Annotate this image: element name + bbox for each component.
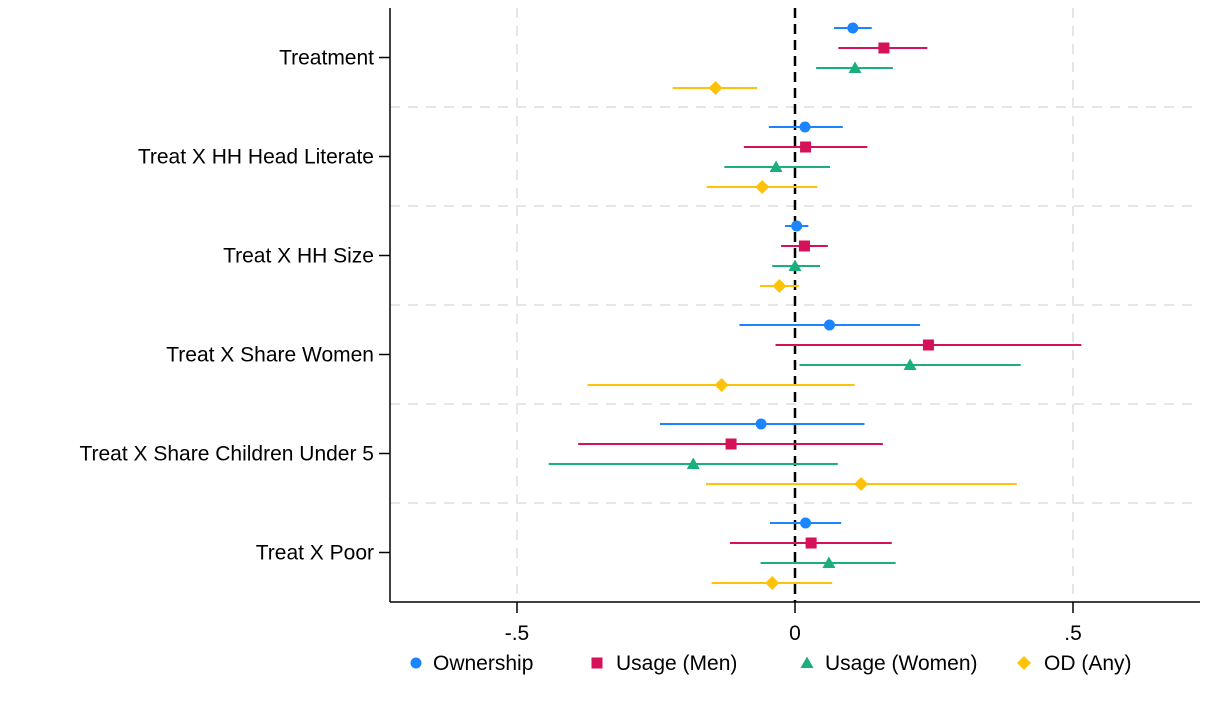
point-estimate-triangle [822,556,836,568]
legend-item: Ownership [410,652,533,675]
x-tick-label: .5 [1064,622,1082,645]
point-estimate-square [805,537,817,549]
y-tick-label: Treat X Share Children Under 5 [79,443,374,466]
point-estimate-square [725,438,737,450]
legend-label: OD (Any) [1044,652,1132,675]
legend-marker-circle [410,657,422,669]
x-tick-label: 0 [789,622,801,645]
point-estimate-circle [755,418,767,430]
point-estimate-diamond [755,180,770,194]
x-tick-label: -.5 [505,622,530,645]
point-estimate-triangle [903,358,917,370]
legend-marker-diamond [1017,656,1031,670]
point-estimate-diamond [714,378,729,392]
series-usage-women [548,61,1021,568]
point-estimate-square [878,42,890,54]
point-estimate-circle [791,220,803,232]
point-estimate-circle [800,517,812,529]
point-estimate-circle [847,22,859,34]
series-od-any [587,81,1017,590]
point-estimate-square [800,141,812,153]
legend-marker-triangle [800,656,814,668]
coefficient-marks [548,22,1082,590]
y-tick-label: Treat X HH Size [223,245,374,268]
legend-item: OD (Any) [1017,652,1132,675]
legend: Ownership Usage (Men) Usage (Women) OD (Any… [410,652,1132,675]
point-estimate-square [922,339,934,351]
point-estimate-triangle [769,160,783,172]
point-estimate-circle [799,121,811,133]
legend-label: Usage (Men) [616,652,737,675]
point-estimate-diamond [854,477,869,491]
point-estimate-circle [823,319,835,331]
point-estimate-triangle [686,457,700,469]
legend-marker-square [591,657,603,669]
legend-label: Ownership [433,652,533,675]
y-tick-label: Treatment [279,47,374,70]
y-tick-label: Treat X Poor [256,542,374,565]
point-estimate-diamond [708,81,723,95]
point-estimate-triangle [848,61,862,73]
y-tick-label: Treat X Share Women [166,344,374,367]
legend-item: Usage (Women) [800,652,978,675]
series-usage-men [578,42,1082,549]
axes: Treatment Treat X HH Head Literate Treat X… [79,8,1200,645]
legend-item: Usage (Men) [591,652,737,675]
point-estimate-diamond [772,279,787,293]
point-estimate-triangle [788,259,802,271]
legend-label: Usage (Women) [825,652,978,675]
point-estimate-diamond [765,576,780,590]
series-ownership [659,22,921,529]
y-tick-label: Treat X HH Head Literate [138,146,374,169]
point-estimate-square [798,240,810,252]
